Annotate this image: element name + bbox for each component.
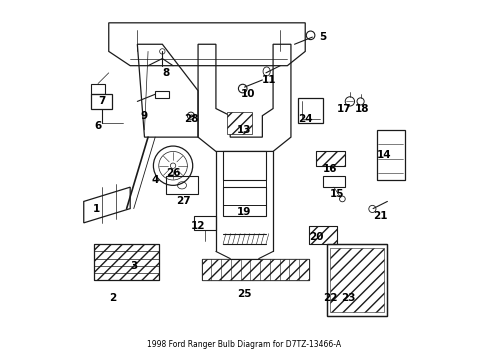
Bar bbox=[326, 244, 386, 316]
Bar bbox=[194, 216, 216, 230]
Bar bbox=[315, 152, 344, 166]
Text: 4: 4 bbox=[151, 175, 159, 185]
Bar bbox=[298, 98, 323, 123]
Text: 17: 17 bbox=[337, 104, 351, 113]
Text: 19: 19 bbox=[237, 207, 251, 217]
Text: 20: 20 bbox=[308, 232, 323, 242]
Text: 3: 3 bbox=[130, 261, 137, 271]
Text: 28: 28 bbox=[183, 114, 198, 124]
Bar bbox=[94, 244, 159, 280]
Text: 23: 23 bbox=[340, 293, 355, 303]
Text: 8: 8 bbox=[162, 68, 169, 78]
Text: 9: 9 bbox=[141, 111, 148, 121]
Text: 10: 10 bbox=[240, 89, 255, 99]
Text: 24: 24 bbox=[297, 114, 312, 124]
Text: 6: 6 bbox=[94, 121, 102, 131]
Text: 1: 1 bbox=[92, 203, 100, 213]
Text: 25: 25 bbox=[237, 289, 251, 299]
Text: 15: 15 bbox=[329, 189, 344, 199]
Bar bbox=[223, 180, 265, 205]
Bar bbox=[323, 176, 344, 187]
Text: 26: 26 bbox=[165, 168, 180, 178]
Bar bbox=[223, 152, 265, 180]
Bar bbox=[315, 152, 344, 166]
Bar bbox=[91, 84, 105, 94]
Bar bbox=[91, 94, 112, 109]
Text: 27: 27 bbox=[176, 197, 191, 206]
Text: 21: 21 bbox=[372, 211, 386, 221]
Text: 2: 2 bbox=[108, 293, 116, 303]
Text: 7: 7 bbox=[98, 96, 105, 107]
Bar bbox=[223, 187, 265, 216]
Text: 18: 18 bbox=[354, 104, 369, 113]
Bar bbox=[94, 244, 159, 280]
Bar bbox=[308, 226, 337, 244]
Text: 22: 22 bbox=[322, 293, 337, 303]
Bar bbox=[155, 91, 169, 98]
Text: 16: 16 bbox=[322, 164, 337, 174]
Text: 14: 14 bbox=[376, 150, 390, 160]
Bar bbox=[326, 244, 386, 316]
Bar bbox=[226, 112, 251, 134]
Bar bbox=[376, 130, 405, 180]
Bar bbox=[329, 248, 383, 312]
Bar bbox=[201, 258, 308, 280]
Bar bbox=[308, 226, 337, 244]
Text: 11: 11 bbox=[262, 75, 276, 85]
Text: 13: 13 bbox=[237, 125, 251, 135]
Text: 5: 5 bbox=[319, 32, 326, 42]
Text: 12: 12 bbox=[190, 221, 205, 231]
Text: 1998 Ford Ranger Bulb Diagram for D7TZ-13466-A: 1998 Ford Ranger Bulb Diagram for D7TZ-1… bbox=[147, 340, 341, 349]
Bar bbox=[165, 176, 198, 194]
